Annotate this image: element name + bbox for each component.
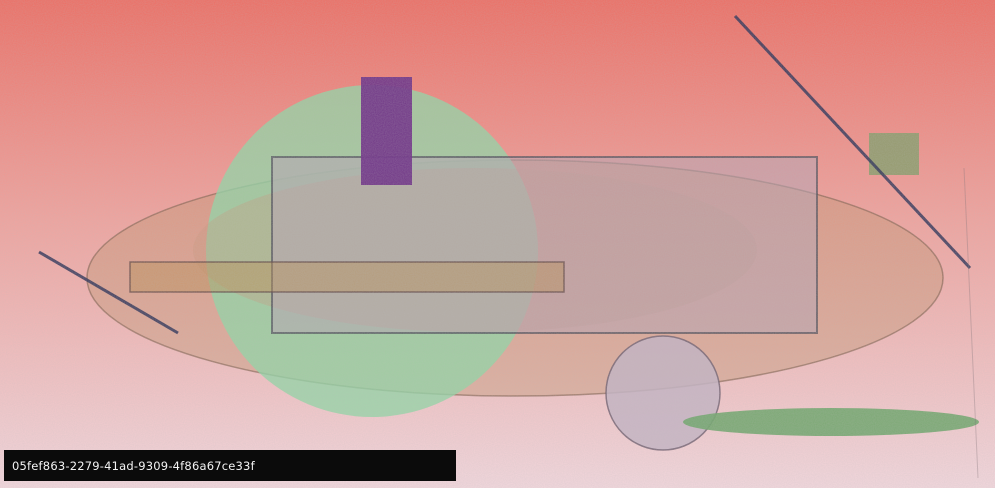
id-label: 05fef863-2279-41ad-9309-4f86a67ce33f — [4, 450, 456, 481]
id-label-text: 05fef863-2279-41ad-9309-4f86a67ce33f — [12, 458, 255, 473]
